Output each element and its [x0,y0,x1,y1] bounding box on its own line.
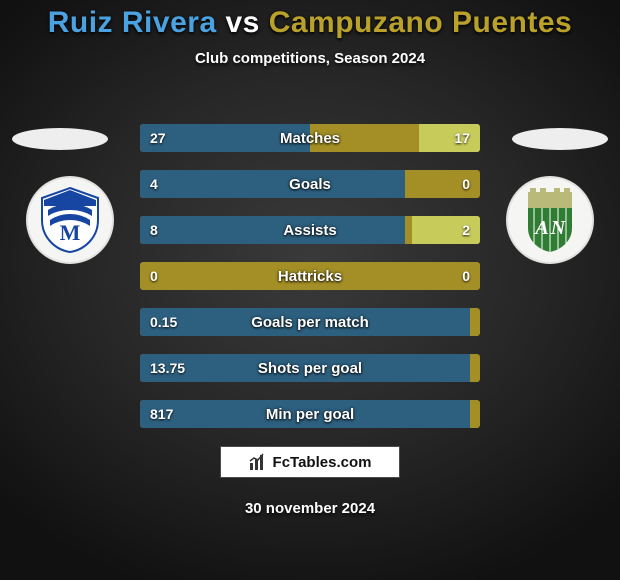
stat-row: 13.75Shots per goal [140,354,480,382]
crest-player-a: M [26,176,114,264]
stat-fill-a [140,170,405,198]
date-text: 30 november 2024 [0,500,620,517]
stat-row: 82Assists [140,216,480,244]
crest-b-svg: A N [514,184,586,256]
crest-a-svg: M [34,184,106,256]
country-oval-left [12,128,108,150]
stat-row: 0.15Goals per match [140,308,480,336]
player-b-name: Campuzano Puentes [269,6,573,39]
stat-fill-a [140,400,470,428]
svg-text:A: A [533,217,548,239]
stat-row: 817Min per goal [140,400,480,428]
player-a-name: Ruiz Rivera [48,6,217,39]
crest-player-b: A N [506,176,594,264]
stat-row: 00Hattricks [140,262,480,290]
svg-text:M: M [60,220,81,245]
stat-fill-b [419,124,480,152]
brand-box: FcTables.com [220,446,400,478]
svg-text:N: N [550,217,567,239]
stat-row: 2717Matches [140,124,480,152]
country-oval-right [512,128,608,150]
subtitle: Club competitions, Season 2024 [0,50,620,67]
stat-fill-a [140,216,405,244]
stat-fill-a [140,308,470,336]
stat-fill-a [140,124,310,152]
stat-fill-a [140,354,470,382]
stat-fill-b [412,216,480,244]
brand-chart-icon [249,453,267,471]
stat-row: 40Goals [140,170,480,198]
stat-bars: 2717Matches 40Goals 82Assists 00Hattricks 0.… [140,124,480,446]
vs-text: vs [225,6,259,39]
page-title: Ruiz Rivera vs Campuzano Puentes [0,0,620,40]
brand-text: FcTables.com [273,454,372,471]
